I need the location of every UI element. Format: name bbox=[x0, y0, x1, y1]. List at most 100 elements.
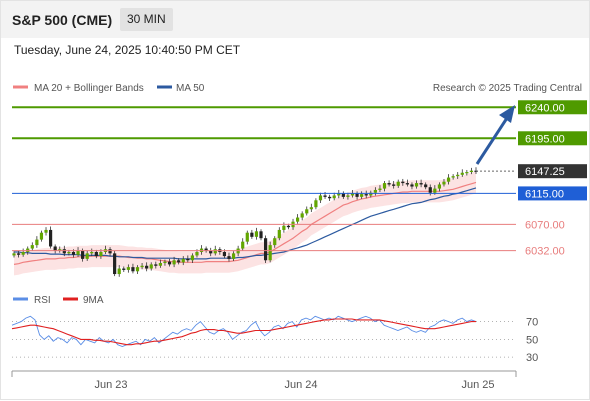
rsi-tick-50: 50 bbox=[526, 334, 538, 346]
level-label-6147.25: 6147.25 bbox=[525, 166, 565, 178]
candle-body bbox=[451, 176, 455, 178]
candle-body bbox=[76, 250, 80, 255]
candle-body bbox=[12, 253, 16, 256]
candle-body bbox=[67, 251, 71, 254]
candle-body bbox=[85, 253, 89, 259]
candle-body bbox=[273, 238, 277, 246]
target-arrow-head bbox=[499, 105, 515, 123]
candle-body bbox=[222, 251, 227, 257]
ma20-legend-label: MA 20 + Bollinger Bands bbox=[34, 83, 144, 94]
ma20-line bbox=[13, 181, 477, 265]
candle-body bbox=[286, 225, 291, 228]
ma50-legend-label: MA 50 bbox=[176, 83, 205, 94]
candle-body bbox=[254, 231, 259, 237]
candle-body bbox=[81, 250, 85, 259]
candle-body bbox=[419, 183, 423, 185]
candle-body bbox=[204, 248, 208, 251]
candle-body bbox=[323, 195, 327, 197]
rsi-panel: 70 50 30 bbox=[11, 315, 538, 364]
candle-body bbox=[140, 265, 144, 268]
candle-body bbox=[446, 177, 451, 182]
candle-body bbox=[456, 174, 460, 177]
candle-body bbox=[268, 245, 272, 261]
candle-body bbox=[71, 251, 76, 255]
levels: 6240.00 6195.00 6147.25 6115.00 6070.00 6032.… bbox=[12, 100, 587, 258]
candle-body bbox=[231, 253, 236, 259]
candle-body bbox=[346, 195, 350, 197]
candle-body bbox=[396, 181, 400, 186]
candle-body bbox=[373, 189, 377, 193]
candle-body bbox=[364, 194, 368, 196]
candle-body bbox=[328, 196, 332, 199]
rsi-ma-legend-label: 9MA bbox=[83, 295, 104, 306]
candle-body bbox=[433, 188, 437, 193]
x-axis: Jun 23 Jun 24 Jun 25 bbox=[94, 379, 494, 391]
candle-body bbox=[90, 251, 94, 254]
instrument-title: S&P 500 (CME) bbox=[12, 12, 113, 28]
candle-body bbox=[250, 232, 254, 237]
candle-body bbox=[108, 249, 112, 254]
candle-body bbox=[263, 238, 268, 261]
candle-body bbox=[113, 253, 117, 275]
candle-body bbox=[382, 183, 387, 189]
candle-body bbox=[414, 183, 419, 187]
candle-body bbox=[437, 184, 442, 189]
candle-body bbox=[332, 195, 336, 199]
candle-body bbox=[30, 245, 34, 249]
level-tag-6115.00 bbox=[518, 186, 587, 201]
candle-body bbox=[58, 249, 62, 251]
candle-body bbox=[149, 264, 153, 269]
candle-body bbox=[126, 267, 130, 270]
candle-body bbox=[44, 229, 48, 233]
candle-body bbox=[378, 188, 382, 190]
candle-body bbox=[117, 268, 121, 275]
candle-body bbox=[158, 263, 162, 266]
candle-body bbox=[465, 172, 469, 174]
level-tag-6195.00 bbox=[518, 131, 587, 146]
candle-body bbox=[341, 193, 345, 197]
candle-body bbox=[318, 195, 323, 201]
x-tick-Jun-24: Jun 24 bbox=[284, 379, 317, 391]
candle-body bbox=[227, 256, 231, 259]
candle-body bbox=[145, 265, 149, 269]
candle-body bbox=[241, 241, 245, 249]
level-tag-6240.00 bbox=[518, 100, 587, 115]
candle-body bbox=[122, 268, 126, 270]
level-label-6115.00: 6115.00 bbox=[525, 188, 564, 200]
credit-label: Research © 2025 Trading Central bbox=[433, 83, 582, 94]
candle-body bbox=[442, 181, 446, 185]
target-arrow-shaft bbox=[475, 117, 509, 165]
candle-body bbox=[259, 231, 263, 239]
candle-body bbox=[387, 183, 391, 185]
level-label-6195.00: 6195.00 bbox=[525, 133, 565, 145]
rsi-legend-label: RSI bbox=[34, 295, 51, 306]
rsi-tick-70: 70 bbox=[526, 317, 538, 329]
candle-body bbox=[337, 193, 341, 196]
candle-body bbox=[360, 194, 364, 197]
header-bar: S&P 500 (CME) 30 MIN bbox=[1, 1, 589, 38]
candle-body bbox=[154, 264, 158, 266]
level-tag-6147.25 bbox=[518, 164, 587, 179]
candle-body bbox=[296, 217, 300, 222]
price-panel bbox=[12, 167, 478, 277]
candle-body bbox=[309, 207, 313, 210]
rsi-series-9MA bbox=[11, 318, 476, 346]
candle-body bbox=[35, 239, 39, 246]
candle-body bbox=[300, 213, 304, 218]
timestamp: Tuesday, June 24, 2025 10:40:50 PM CET bbox=[14, 43, 241, 57]
bollinger-band bbox=[14, 171, 476, 276]
candle-body bbox=[48, 229, 53, 247]
candle-body bbox=[94, 251, 98, 257]
timeframe-button[interactable]: 30 MIN bbox=[120, 8, 173, 31]
candle-body bbox=[172, 260, 176, 265]
candle-body bbox=[424, 184, 428, 188]
candle-body bbox=[469, 170, 474, 173]
candle-body bbox=[53, 246, 57, 251]
level-label-6070.00: 6070.00 bbox=[525, 219, 565, 231]
candle-body bbox=[282, 225, 286, 230]
candle-body bbox=[39, 232, 44, 240]
candle-body bbox=[355, 193, 359, 197]
candle-body bbox=[99, 251, 103, 257]
